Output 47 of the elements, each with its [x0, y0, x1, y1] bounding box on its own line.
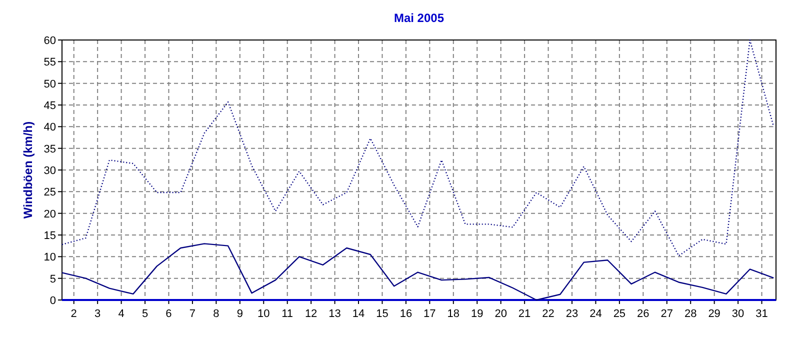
- x-tick-label: 28: [684, 308, 697, 320]
- x-tick-label: 24: [590, 308, 602, 320]
- x-tick-label: 15: [376, 308, 388, 320]
- y-tick-label: 40: [44, 122, 56, 134]
- y-tick-label: 10: [44, 252, 56, 264]
- x-tick-label: 6: [166, 308, 172, 320]
- x-tick-label: 27: [660, 308, 674, 320]
- x-tick-label: 8: [213, 308, 220, 320]
- x-tick-label: 11: [282, 308, 294, 320]
- y-tick-label: 25: [44, 186, 56, 199]
- x-tick-label: 9: [236, 308, 243, 320]
- y-tick-label: 5: [50, 273, 56, 286]
- x-tick-label: 29: [708, 308, 720, 320]
- line-series: [61, 243, 774, 301]
- x-tick-label: 12: [304, 308, 318, 320]
- x-tick-label: 30: [732, 308, 744, 320]
- x-tick-label: 5: [142, 308, 148, 320]
- y-tick-label: 55: [44, 56, 56, 69]
- x-tick-label: 21: [518, 308, 531, 320]
- x-tick-label: 26: [637, 308, 650, 320]
- y-tick-label: 60: [44, 35, 56, 47]
- x-tick-label: 18: [447, 308, 460, 320]
- x-tick-label: 14: [352, 308, 365, 320]
- line-series: [61, 39, 774, 256]
- x-tick-label: 4: [118, 308, 124, 320]
- x-tick-label: 20: [494, 308, 507, 320]
- x-tick-label: 7: [189, 308, 196, 320]
- x-tick-label: 16: [400, 308, 412, 320]
- chart-title: Mai 2005: [394, 11, 444, 25]
- y-tick-label: 30: [44, 165, 56, 177]
- x-tick-label: 31: [756, 308, 768, 320]
- x-tick-label: 2: [70, 308, 77, 320]
- x-tick-label: 25: [613, 308, 626, 320]
- x-tick-label: 13: [328, 308, 341, 320]
- y-tick-label: 35: [44, 143, 56, 156]
- x-tick-label: 10: [258, 308, 270, 320]
- y-tick-label: 45: [44, 100, 56, 112]
- x-tick-label: 22: [542, 308, 554, 320]
- x-tick-label: 3: [94, 308, 101, 320]
- y-tick-label: 20: [44, 208, 56, 220]
- y-tick-label: 0: [50, 295, 56, 307]
- x-tick-label: 19: [470, 308, 484, 320]
- y-tick-label: 50: [44, 78, 56, 90]
- y-axis-title: Windböen (km/h): [21, 121, 35, 219]
- y-tick-label: 15: [44, 230, 56, 242]
- x-tick-label: 23: [566, 308, 578, 320]
- x-tick-label: 17: [424, 308, 436, 320]
